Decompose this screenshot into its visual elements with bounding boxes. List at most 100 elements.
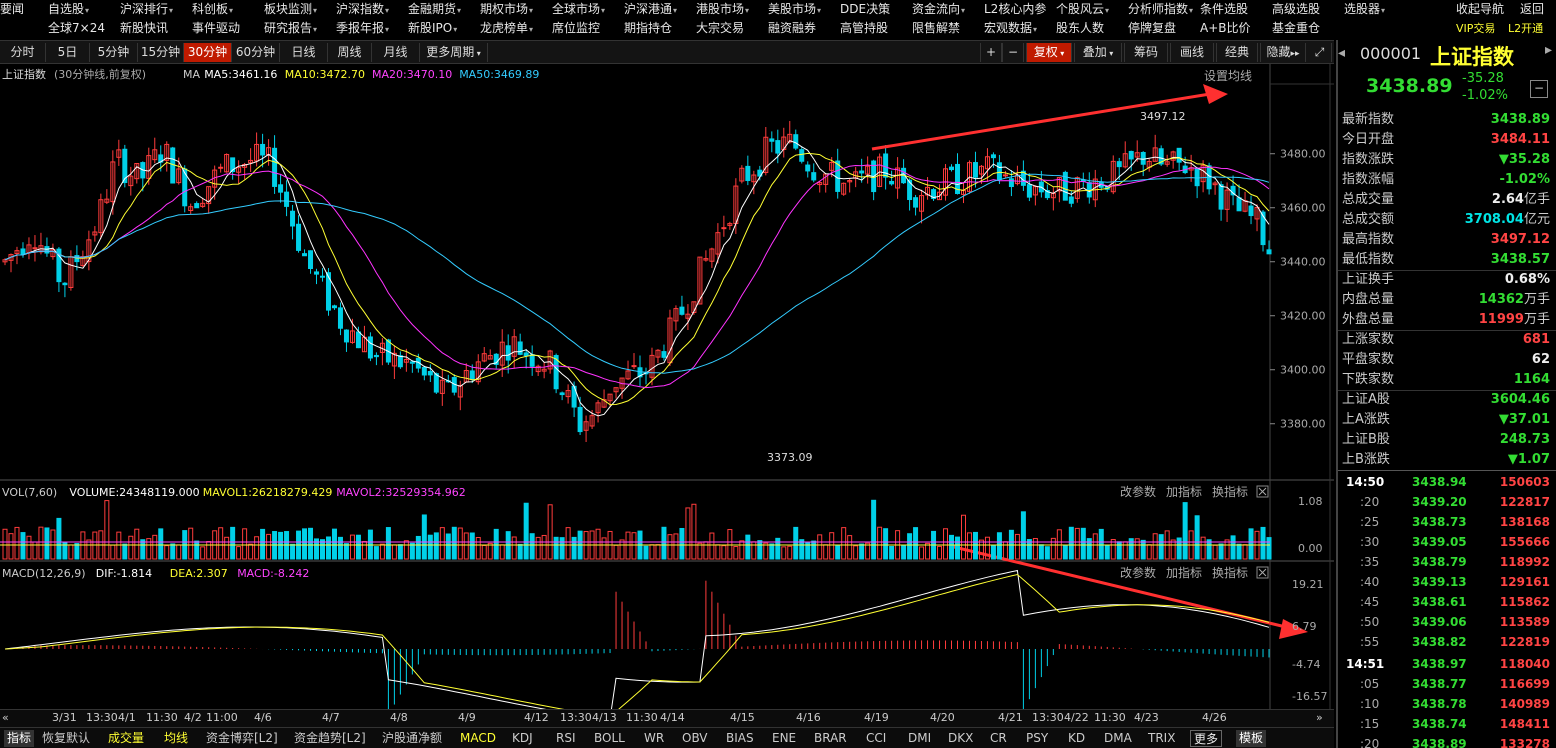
indicator-tab[interactable]: 沪股通净额 [382,731,443,745]
menu-item[interactable]: 沪深指数▾ [336,0,389,19]
chart-tool-button[interactable]: 复权 ▾ [1026,43,1072,62]
indicator-tab[interactable]: BRAR [814,731,847,745]
menu-item[interactable]: 收起导航 [1456,0,1504,19]
menu-item[interactable]: 期权市场▾ [480,0,533,19]
menu-item[interactable]: 自选股▾ [48,0,89,19]
menu-item[interactable]: 高级选股 [1272,0,1320,19]
kline-chart-svg[interactable]: 3480.00 3460.00 3440.00 3420.00 3400.00 3380.… [0,64,1334,720]
menu-item[interactable]: 研究报告▾ [264,19,317,38]
period-tab[interactable]: 5分钟 [90,43,138,62]
menu-item[interactable]: 沪深港通▾ [624,0,677,19]
indicator-tab[interactable]: DMI [908,731,932,745]
indicator-tab[interactable]: PSY [1026,731,1049,745]
scroll-right-icon[interactable]: » [1316,711,1323,724]
indicator-tab[interactable]: KD [1068,731,1086,745]
switch-indicator-button[interactable]: 换指标 [1212,565,1248,580]
indicator-tab[interactable]: BOLL [594,731,625,745]
scroll-left-icon[interactable]: « [2,711,9,724]
indicator-tab[interactable]: WR [644,731,665,745]
menu-item[interactable]: 条件选股 [1200,0,1248,19]
menu-item[interactable]: 美股市场▾ [768,0,821,19]
menu-item[interactable]: 期指持仓 [624,19,672,38]
menu-item[interactable]: 分析师指数▾ [1128,0,1193,19]
period-tab[interactable]: 周线 [328,43,372,62]
menu-item[interactable]: 股东人数 [1056,19,1104,38]
menu-item[interactable]: DDE决策 [840,0,890,19]
indicator-tab[interactable]: 资金趋势[L2] [294,731,366,745]
menu-item[interactable]: 选股器▾ [1344,0,1385,19]
menu-item[interactable]: 要闻 [0,0,24,19]
menu-item[interactable]: 新股快讯 [120,19,168,38]
menu-item[interactable]: VIP交易 [1456,19,1495,38]
indicator-tab[interactable]: ENE [772,731,797,745]
add-indicator-button[interactable]: 加指标 [1166,565,1202,580]
menu-item[interactable]: 事件驱动 [192,19,240,38]
fullscreen-icon[interactable]: ⤢ [1308,43,1332,62]
period-tab[interactable]: 60分钟 [232,43,280,62]
indicator-tab[interactable]: DMA [1104,731,1132,745]
close-icon[interactable] [1256,566,1269,579]
chart-tool-button[interactable]: 叠加 ▾ [1074,43,1122,62]
menu-item[interactable]: 全球7×24 [48,19,105,38]
chart-tool-button[interactable]: − [1002,43,1024,62]
menu-item[interactable]: 资金流向▾ [912,0,965,19]
next-icon[interactable]: ▸ [1544,42,1552,58]
change-params-button[interactable]: 改参数 [1120,484,1156,499]
indicator-tab[interactable]: 成交量 [108,731,145,745]
period-tab[interactable]: 分时 [0,43,46,62]
indicator-tab[interactable]: DKX [948,731,974,745]
indicator-tab[interactable]: CR [990,731,1007,745]
chart-tool-button[interactable]: 隐藏▸▸ [1260,43,1306,62]
menu-item[interactable]: 高管持股 [840,19,888,38]
prev-icon[interactable]: ◂ [1338,45,1346,61]
menu-item[interactable]: 沪深排行▾ [120,0,173,19]
menu-item[interactable]: 科创板▾ [192,0,233,19]
indicator-tab[interactable]: OBV [682,731,708,745]
menu-item[interactable]: 宏观数据▾ [984,19,1037,38]
kline-chart-area[interactable]: 3480.00 3460.00 3440.00 3420.00 3400.00 3380.… [0,64,1334,720]
indicator-tab[interactable]: BIAS [726,731,754,745]
period-tab[interactable]: 30分钟 [184,43,232,62]
menu-item[interactable]: 停牌复盘 [1128,19,1176,38]
indicator-tab[interactable]: 更多 [1190,730,1223,747]
menu-item[interactable]: L2开通 [1508,19,1543,38]
menu-item[interactable]: 季报年报▾ [336,19,389,38]
indicator-tab[interactable]: 恢复默认 [42,731,91,745]
indicator-tab[interactable]: 资金博弈[L2] [206,731,278,745]
menu-item[interactable]: 新股IPO▾ [408,19,457,38]
period-tab[interactable]: 5日 [46,43,90,62]
period-tab[interactable]: 15分钟 [138,43,184,62]
menu-item[interactable]: 融资融券 [768,19,816,38]
indicator-tab[interactable]: RSI [556,731,576,745]
collapse-button[interactable]: − [1530,80,1548,98]
indicator-tab[interactable]: 模板 [1236,730,1267,747]
menu-item[interactable]: L2核心内参 [984,0,1046,19]
menu-item[interactable]: 席位监控 [552,19,600,38]
menu-item[interactable]: 金融期货▾ [408,0,461,19]
menu-item[interactable]: A+B比价 [1200,19,1251,38]
indicator-tab[interactable]: MACD [460,731,496,745]
chart-tool-button[interactable]: 画线 [1170,43,1214,62]
switch-indicator-button[interactable]: 换指标 [1212,484,1248,499]
close-icon[interactable] [1256,485,1269,498]
indicator-tab[interactable]: CCI [866,731,887,745]
ma-setting-button[interactable]: 设置均线 [1204,69,1252,83]
menu-item[interactable]: 港股市场▾ [696,0,749,19]
indicator-tab[interactable]: 均线 [164,731,189,745]
chart-tool-button[interactable]: 经典 [1216,43,1258,62]
add-indicator-button[interactable]: 加指标 [1166,484,1202,499]
menu-item[interactable]: 限售解禁 [912,19,960,38]
menu-item[interactable]: 全球市场▾ [552,0,605,19]
indicator-tab[interactable]: TRIX [1148,731,1176,745]
chart-tool-button[interactable]: + [980,43,1002,62]
indicator-tab[interactable]: KDJ [512,731,533,745]
change-params-button[interactable]: 改参数 [1120,565,1156,580]
menu-item[interactable]: 龙虎榜单▾ [480,19,533,38]
indicator-tab[interactable]: 指标 [4,730,35,747]
menu-item[interactable]: 大宗交易 [696,19,744,38]
period-tab[interactable]: 月线 [372,43,420,62]
menu-item[interactable]: 返回 [1520,0,1544,19]
period-tab[interactable]: 更多周期 ▾ [420,43,488,62]
menu-item[interactable]: 板块监测▾ [264,0,317,19]
chart-tool-button[interactable]: 筹码 [1124,43,1168,62]
